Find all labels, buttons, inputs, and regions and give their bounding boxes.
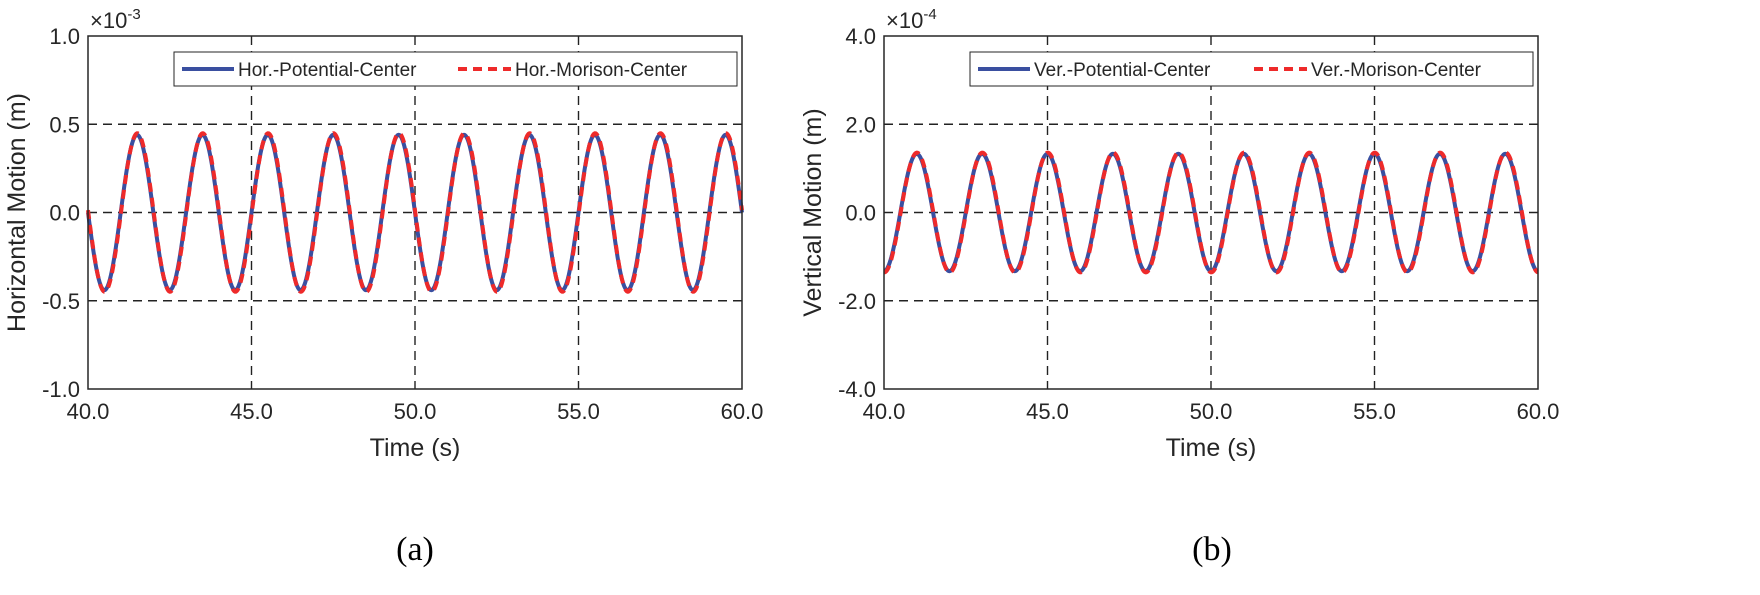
panel-label-a: (a) <box>396 531 434 568</box>
plot-frame-a <box>87 35 743 390</box>
exponent-label-b: ×10-4 <box>886 6 937 33</box>
x-tick-label: 40.0 <box>863 399 906 424</box>
y-tick-label: -4.0 <box>838 377 876 402</box>
grid-b <box>884 36 1538 389</box>
x-tick-label: 50.0 <box>1190 399 1233 424</box>
y-tick-label: 4.0 <box>845 24 876 49</box>
y-ticks-a: -1.0 -0.5 0.0 0.5 1.0 <box>42 24 80 402</box>
y-axis-label-a: Horizontal Motion (m) <box>3 93 31 332</box>
legend-b: Ver.-Potential-Center Ver.-Morison-Cente… <box>969 51 1534 87</box>
y-tick-label: -0.5 <box>42 289 80 314</box>
series-line-morison-a <box>86 131 744 294</box>
y-tick-label: -2.0 <box>838 289 876 314</box>
x-tick-label: 55.0 <box>1353 399 1396 424</box>
y-tick-label: -1.0 <box>42 377 80 402</box>
x-tick-label: 55.0 <box>557 399 600 424</box>
legend-entry-potential-b: Ver.-Potential-Center <box>1034 60 1211 81</box>
legend-entry-morison-b: Ver.-Morison-Center <box>1311 60 1482 81</box>
x-ticks-a: 40.0 45.0 50.0 55.0 60.0 <box>67 399 764 424</box>
legend-box-b <box>969 51 1534 87</box>
panel-label-b: (b) <box>1192 531 1232 568</box>
panel-b: 40.0 45.0 50.0 55.0 60.0 -4.0 -2.0 0.0 2.0 4.0 ×… <box>799 6 1559 568</box>
x-axis-label-b: Time (s) <box>1166 434 1257 462</box>
y-tick-label: 0.0 <box>845 201 876 226</box>
panel-a: 40.0 45.0 50.0 55.0 60.0 -1.0 -0.5 0.0 0.5 1.0 ×… <box>3 6 763 568</box>
x-tick-label: 60.0 <box>1517 399 1560 424</box>
y-ticks-b: -4.0 -2.0 0.0 2.0 4.0 <box>838 24 876 402</box>
legend-entry-morison-a: Hor.-Morison-Center <box>515 60 688 81</box>
x-tick-label: 50.0 <box>394 399 437 424</box>
legend-a: Hor.-Potential-Center Hor.-Morison-Cente… <box>173 51 738 87</box>
x-axis-label-a: Time (s) <box>370 434 461 462</box>
exponent-label-a: ×10-3 <box>90 6 141 33</box>
y-tick-label: 2.0 <box>845 112 876 137</box>
x-tick-label: 40.0 <box>67 399 110 424</box>
series-line-morison-b <box>883 150 1539 275</box>
series-lines-b <box>883 150 1539 275</box>
y-tick-label: 0.0 <box>49 201 80 226</box>
legend-entry-potential-a: Hor.-Potential-Center <box>238 60 417 81</box>
y-tick-label: 0.5 <box>49 112 80 137</box>
series-lines-a <box>86 131 744 294</box>
legend-box-a <box>173 51 738 87</box>
x-tick-label: 45.0 <box>1026 399 1069 424</box>
x-tick-label: 60.0 <box>721 399 764 424</box>
x-tick-label: 45.0 <box>230 399 273 424</box>
grid-a <box>88 36 742 389</box>
plot-frame-b <box>883 35 1539 390</box>
x-ticks-b: 40.0 45.0 50.0 55.0 60.0 <box>863 399 1560 424</box>
y-tick-label: 1.0 <box>49 24 80 49</box>
y-axis-label-b: Vertical Motion (m) <box>799 108 827 316</box>
